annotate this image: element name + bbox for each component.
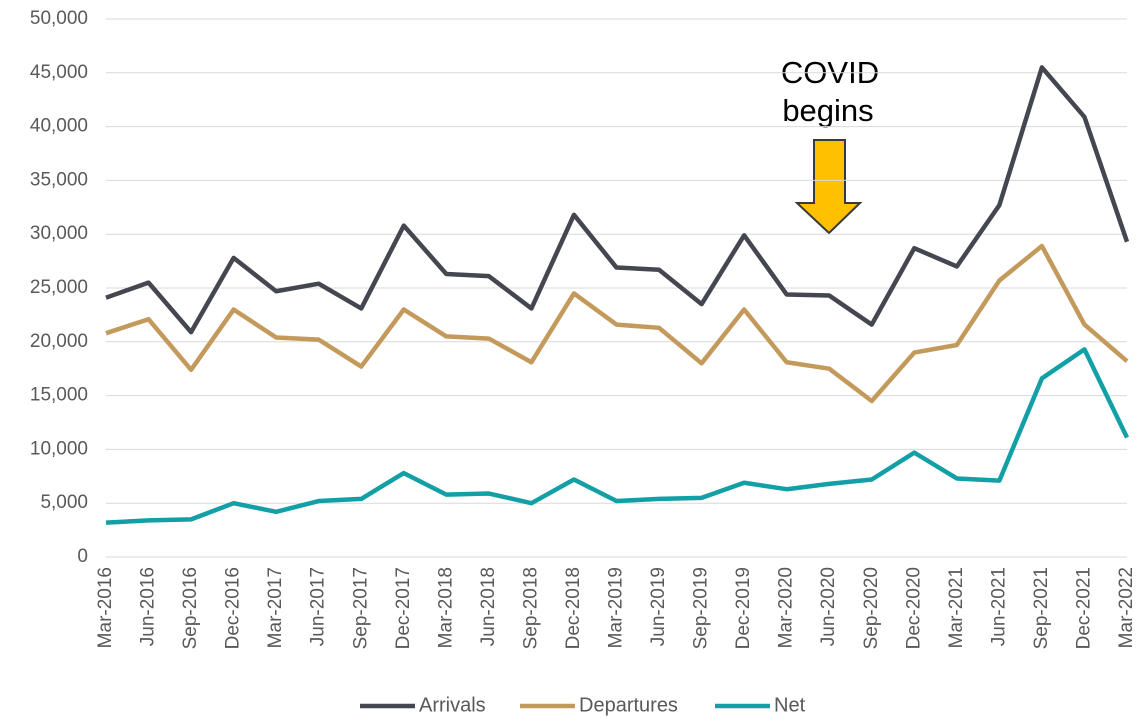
x-tick-label: Dec-2020 [903, 567, 924, 649]
y-tick-label: 0 [77, 546, 88, 567]
x-tick-label: Jun-2019 [648, 567, 669, 646]
x-tick-label: Mar-2022 [1116, 567, 1137, 648]
x-tick-label: Dec-2018 [563, 567, 584, 649]
legend-label: Net [774, 694, 806, 716]
x-tick-label: Jun-2020 [818, 567, 839, 646]
x-tick-label: Sep-2021 [1031, 567, 1052, 649]
x-tick-label: Dec-2021 [1073, 567, 1094, 649]
x-tick-label: Dec-2019 [733, 567, 754, 649]
x-tick-label: Mar-2020 [776, 567, 797, 648]
x-tick-label: Mar-2021 [946, 567, 967, 648]
x-tick-label: Dec-2017 [393, 567, 414, 649]
x-tick-label: Mar-2019 [606, 567, 627, 648]
x-tick-label: Sep-2017 [350, 567, 371, 649]
y-tick-label: 45,000 [30, 62, 88, 83]
x-tick-label: Jun-2017 [308, 567, 329, 646]
x-tick-label: Sep-2018 [520, 567, 541, 649]
x-tick-label: Jun-2018 [478, 567, 499, 646]
y-tick-label: 50,000 [30, 8, 88, 29]
x-tick-label: Dec-2016 [223, 567, 244, 649]
x-tick-label: Sep-2019 [691, 567, 712, 649]
series-line [105, 65, 1130, 335]
y-tick-label: 35,000 [30, 169, 88, 190]
legend-label: Arrivals [419, 694, 486, 716]
y-tick-label: 15,000 [30, 385, 88, 406]
y-tick-label: 20,000 [30, 331, 88, 352]
y-tick-label: 5,000 [40, 492, 88, 513]
x-tick-label: Jun-2021 [988, 567, 1009, 646]
x-tick-label: Sep-2016 [180, 567, 201, 649]
series-line [105, 243, 1129, 404]
x-tick-label: Mar-2018 [435, 567, 456, 648]
x-tick-label: Sep-2020 [861, 567, 882, 649]
y-tick-label: 25,000 [30, 277, 88, 298]
y-tick-label: 10,000 [30, 438, 88, 459]
legend-label: Departures [579, 694, 678, 716]
y-tick-label: 30,000 [30, 223, 88, 244]
series-line [105, 347, 1130, 525]
x-tick-label: Jun-2016 [138, 567, 159, 646]
annotation-arrow [794, 139, 863, 235]
x-tick-label: Mar-2016 [95, 567, 116, 648]
y-tick-label: 40,000 [30, 116, 88, 137]
x-tick-label: Mar-2017 [265, 567, 286, 648]
annotation: begins [782, 93, 873, 128]
